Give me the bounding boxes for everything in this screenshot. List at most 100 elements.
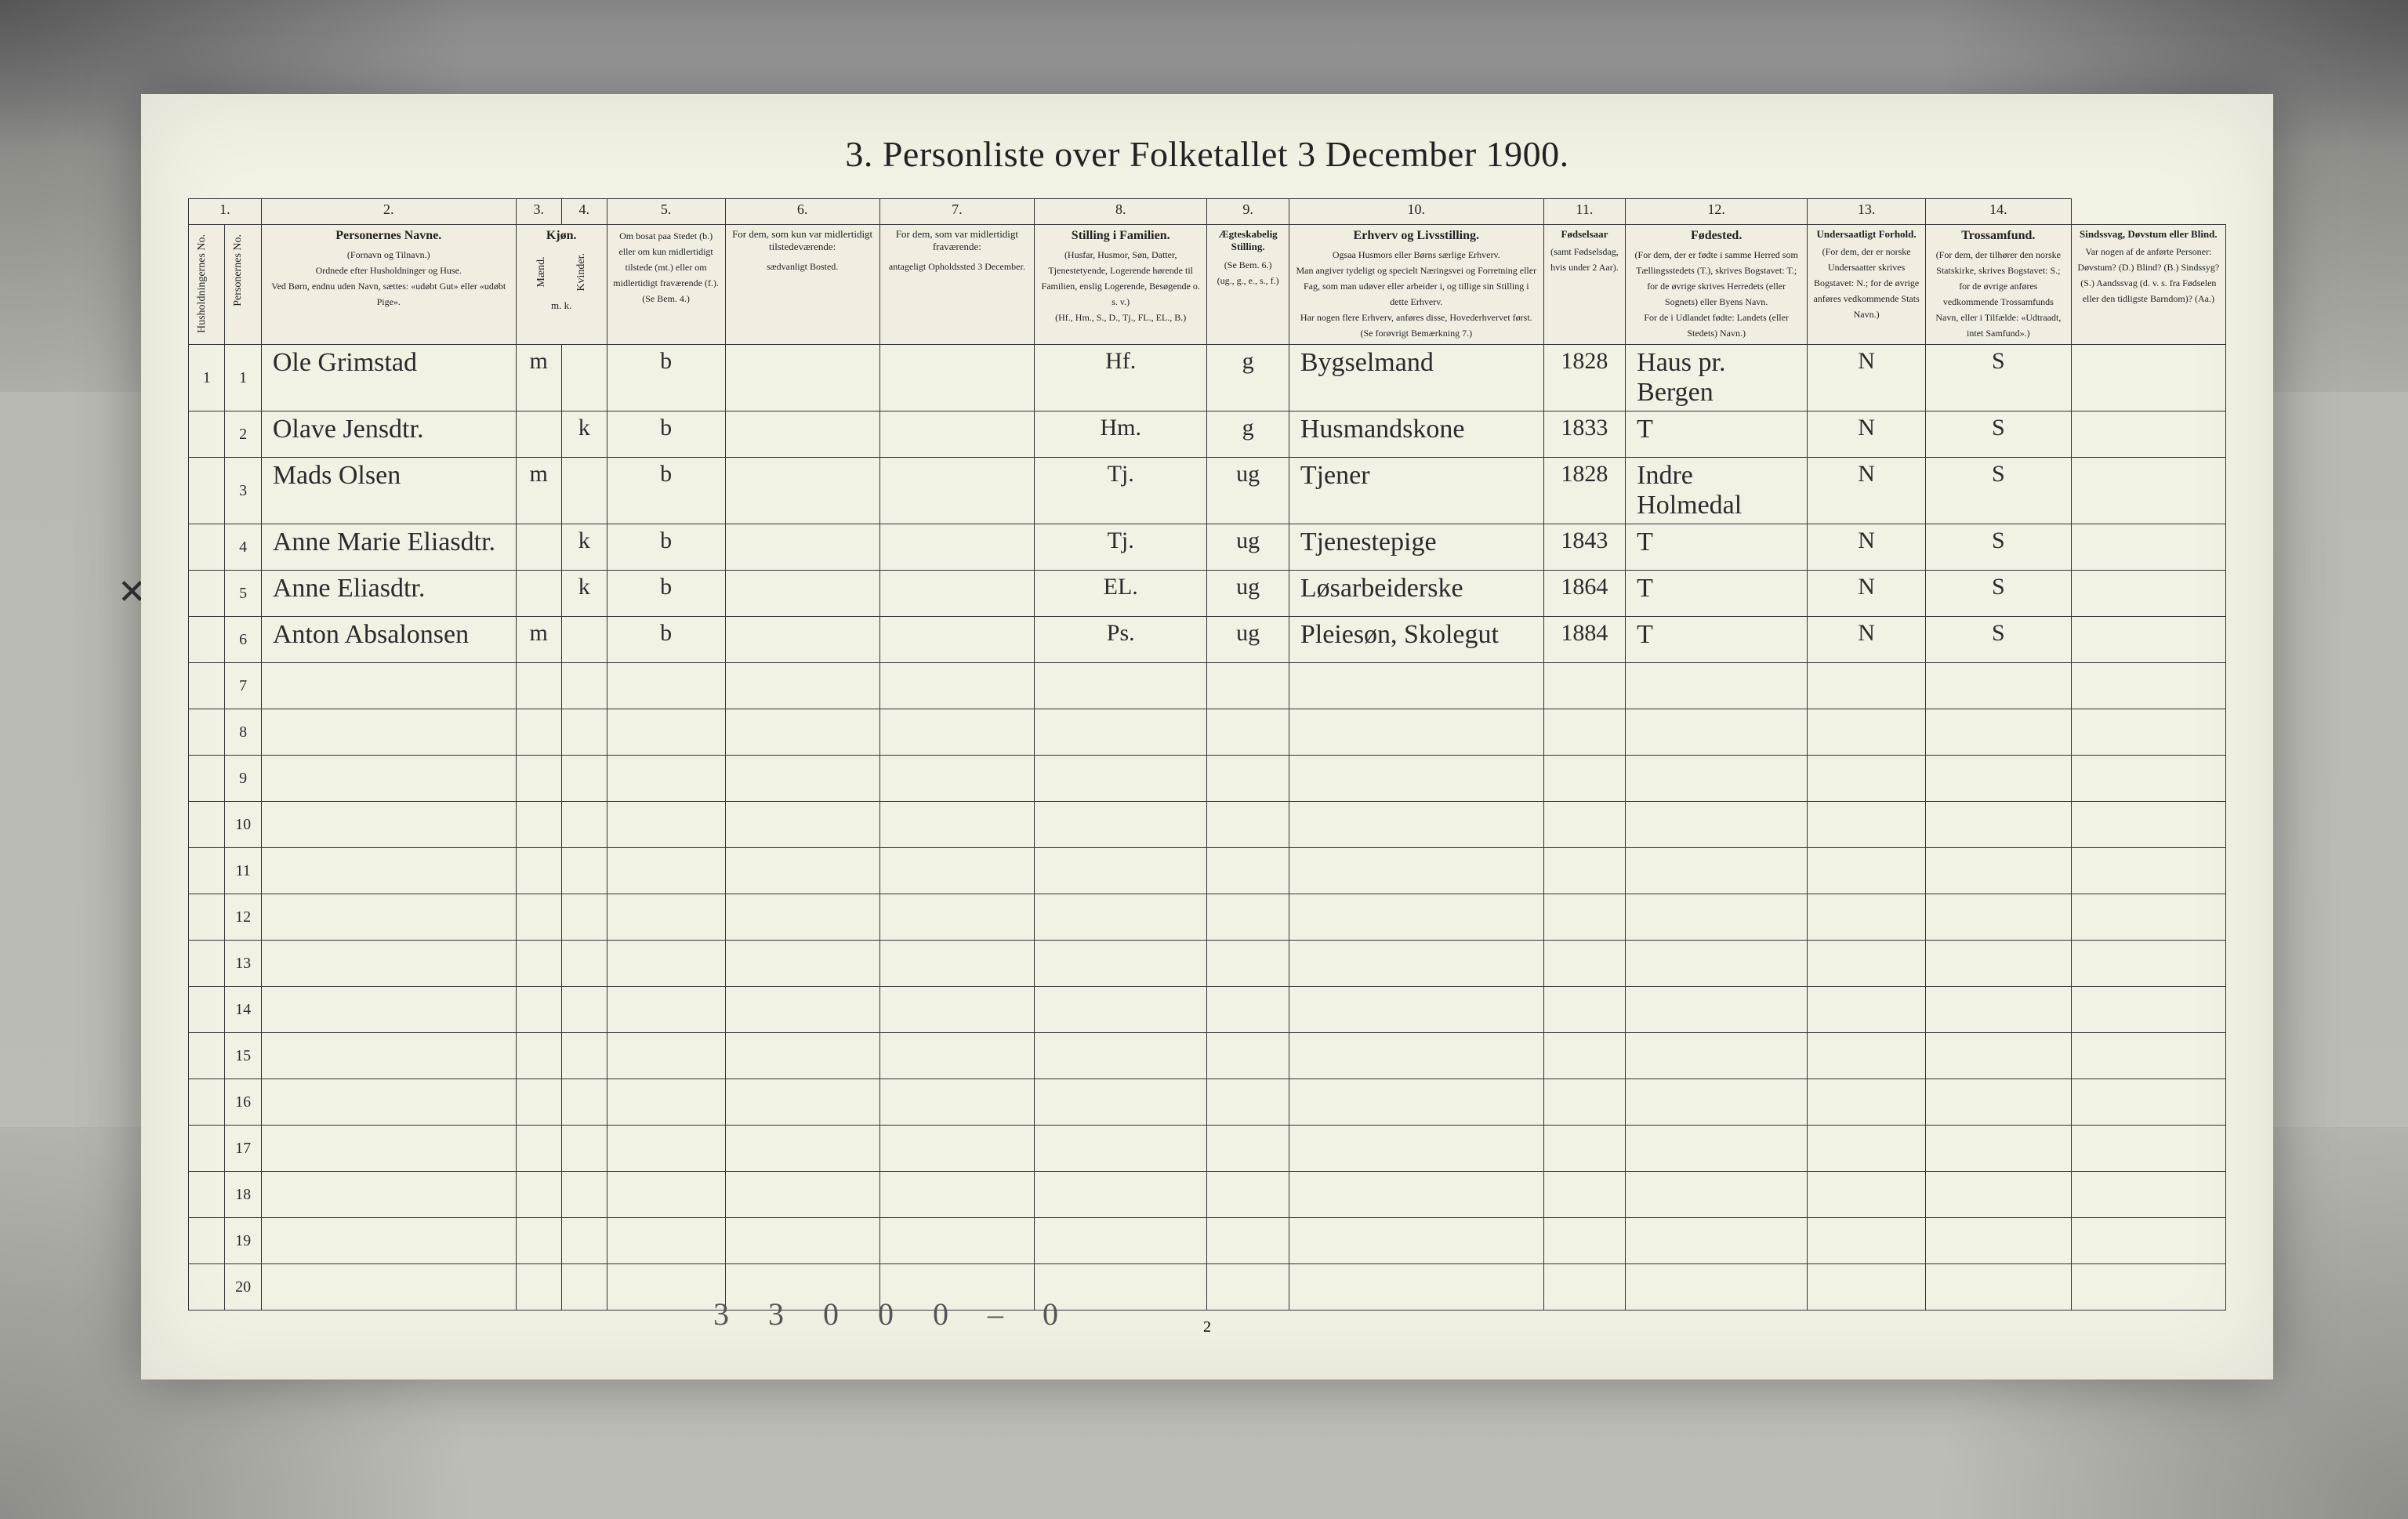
table-cell: EL. [1034, 571, 1206, 617]
colnum-5: 5. [607, 199, 725, 225]
table-cell [189, 617, 225, 663]
table-cell [1926, 1126, 2072, 1172]
table-cell: m [516, 345, 561, 411]
table-cell [1543, 1126, 1625, 1172]
table-cell [561, 894, 607, 941]
table-cell: g [1207, 411, 1289, 458]
table-cell [516, 848, 561, 894]
table-cell [607, 1264, 725, 1311]
table-row: 2Olave Jensdtr.kbHm.gHusmandskone1833TNS [189, 411, 2226, 458]
table-cell [879, 848, 1034, 894]
table-cell [561, 709, 607, 756]
table-cell: N [1808, 458, 1926, 524]
table-cell: 1 [189, 345, 225, 411]
table-cell [879, 617, 1034, 663]
table-cell: N [1808, 524, 1926, 571]
table-cell [1289, 802, 1543, 848]
table-cell [189, 1126, 225, 1172]
table-cell [725, 756, 879, 802]
table-cell [1626, 1218, 1808, 1264]
colnum-11: 11. [1543, 199, 1625, 225]
col-header-birthplace: Fødested. (For dem, der er fødte i samme… [1626, 225, 1808, 345]
table-cell [189, 894, 225, 941]
colnum-9: 9. [1207, 199, 1289, 225]
table-cell [189, 848, 225, 894]
table-cell [1808, 802, 1926, 848]
table-cell [561, 345, 607, 411]
table-cell [1034, 987, 1206, 1033]
table-cell [1926, 756, 2072, 802]
table-cell: 1828 [1543, 345, 1625, 411]
col-header-hhno: Husholdningernes No. [189, 225, 225, 345]
table-cell [725, 1172, 879, 1218]
table-cell: T [1626, 617, 1808, 663]
table-cell [879, 345, 1034, 411]
table-cell [1543, 709, 1625, 756]
table-cell [2071, 709, 2225, 756]
table-cell [725, 458, 879, 524]
col-header-temp-absent: For dem, som var midlertidigt fraværende… [879, 225, 1034, 345]
table-cell [1926, 894, 2072, 941]
table-cell [607, 987, 725, 1033]
table-cell [879, 571, 1034, 617]
colnum-2: 2. [261, 199, 516, 225]
table-cell [1289, 941, 1543, 987]
table-cell [1289, 709, 1543, 756]
table-cell [2071, 894, 2225, 941]
table-cell: b [607, 345, 725, 411]
table-cell [2071, 617, 2225, 663]
table-cell: m [516, 458, 561, 524]
table-cell [561, 1264, 607, 1311]
table-row: 14 [189, 987, 2226, 1033]
table-row: 18 [189, 1172, 2226, 1218]
table-cell [1626, 1126, 1808, 1172]
table-cell: S [1926, 345, 2072, 411]
table-cell [516, 1126, 561, 1172]
table-cell [1034, 894, 1206, 941]
table-cell [189, 756, 225, 802]
table-row: 7 [189, 663, 2226, 709]
table-cell: k [561, 411, 607, 458]
table-cell [561, 1126, 607, 1172]
table-cell [561, 802, 607, 848]
table-cell [1543, 941, 1625, 987]
colnum-3: 3. [516, 199, 561, 225]
table-cell: Mads Olsen [261, 458, 516, 524]
table-cell [879, 802, 1034, 848]
table-row: 9 [189, 756, 2226, 802]
table-cell [561, 1079, 607, 1126]
table-cell [1543, 848, 1625, 894]
table-cell [1289, 848, 1543, 894]
table-cell [1034, 941, 1206, 987]
table-cell [261, 1126, 516, 1172]
table-cell: 8 [225, 709, 261, 756]
table-cell [189, 1218, 225, 1264]
table-cell [561, 458, 607, 524]
table-cell: S [1926, 524, 2072, 571]
table-cell [1626, 1172, 1808, 1218]
table-cell [2071, 345, 2225, 411]
table-cell [1289, 1079, 1543, 1126]
table-cell [561, 941, 607, 987]
table-cell [725, 987, 879, 1033]
table-cell [1926, 709, 2072, 756]
table-cell [1808, 1218, 1926, 1264]
table-cell [879, 941, 1034, 987]
table-cell [561, 987, 607, 1033]
table-cell: Løsarbeiderske [1289, 571, 1543, 617]
table-cell [879, 663, 1034, 709]
table-cell [261, 987, 516, 1033]
table-cell: 5 [225, 571, 261, 617]
table-cell [725, 663, 879, 709]
table-cell: Indre Holmedal [1626, 458, 1808, 524]
col-header-marital: Ægteskabelig Stilling. (Se Bem. 6.) (ug.… [1207, 225, 1289, 345]
table-cell: ug [1207, 524, 1289, 571]
table-cell [879, 1033, 1034, 1079]
table-cell: b [607, 411, 725, 458]
table-cell: g [1207, 345, 1289, 411]
table-cell [1808, 1172, 1926, 1218]
table-cell [1543, 756, 1625, 802]
table-cell [189, 411, 225, 458]
table-cell: 6 [225, 617, 261, 663]
table-cell: 1864 [1543, 571, 1625, 617]
